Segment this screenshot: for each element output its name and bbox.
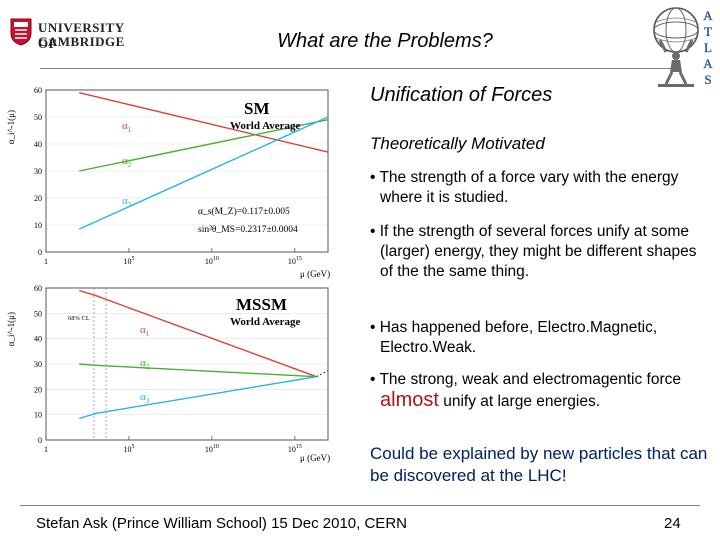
x-tick-label: 1010 [205,256,219,266]
slide-title: What are the Problems? [277,30,493,52]
y-tick-label: 10 [34,411,42,420]
university-logo: UNIVERSITY OF CAMBRIDGE [10,18,140,54]
chart-annotation: α_s(M_Z)=0.117±0.005 [198,206,290,217]
atlas-letter: T [704,24,712,39]
chart-title: SM [244,99,270,118]
chart-annotation: sin²θ_MS=0.2317±0.0004 [198,225,298,235]
x-tick-label: 1015 [288,256,302,266]
bullet-text: • The strong, weak and electromagentic f… [370,370,700,412]
series-label-alpha3: α3 [140,391,150,405]
y-tick-label: 40 [34,140,42,149]
x-tick-label: 1 [44,445,48,454]
logo-line-2: CAMBRIDGE [38,34,125,49]
y-tick-label: 20 [34,385,42,394]
y-tick-label: 0 [38,436,42,445]
bullet-text-start: • The strong, weak and electromagentic f… [370,371,681,388]
series-line-alpha1 [79,92,329,153]
y-tick-label: 20 [34,194,42,203]
bullet-text: • Has happened before, Electro.Magnetic,… [370,319,658,356]
chart-subtitle: World Average [230,120,300,132]
plot-frame [45,287,329,441]
bullet-text-end: unify at large energies. [438,393,601,410]
y-tick-label: 0 [38,248,42,257]
chart-annotation: 68% CL [68,315,90,322]
logo-line-1: UNIVERSITY OF [38,20,125,51]
y-tick-label: 30 [34,167,42,176]
atlas-letter: A [703,56,713,71]
series-line-alpha2 [79,363,317,378]
footer-divider [20,505,700,506]
header-divider [40,68,680,69]
series-line-alpha3 [78,116,329,230]
y-tick-label: 50 [34,309,42,318]
series-label-alpha2: α2 [122,155,132,169]
series-line-alpha2 [79,119,329,172]
page-number: 24 [664,515,681,532]
series-line-alpha3 [78,376,317,420]
atlas-letter: S [704,72,711,87]
sm-running-couplings-chart: 0 10 20 30 40 50 60 1 105 1010 1015 α_i^-1(μ) μ (… [6,86,330,279]
x-tick-label: 1015 [288,444,302,454]
series-label-alpha1: α1 [122,120,132,134]
series-label-alpha2: α2 [140,357,150,371]
atlas-figure-icon [653,7,699,87]
x-tick-label: 1010 [205,444,219,454]
section-heading: Unification of Forces [370,84,553,106]
bullet-text: • If the strength of several forces unif… [370,223,697,280]
series-line-alpha1 [78,289,317,378]
y-tick-label: 30 [34,360,42,369]
x-tick-label: 105 [123,256,134,266]
y-tick-label: 10 [34,221,42,230]
mssm-running-couplings-chart: 0 10 20 30 40 50 60 1 105 1010 1015 α_i^-1(μ) μ (… [6,284,330,463]
bullet-text: • The strength of a force vary with the … [370,169,679,206]
emphasis-text: almost [380,389,439,411]
bullet-item: • The strong, weak and electromagentic f… [370,370,700,412]
y-tick-label: 50 [34,113,42,122]
x-axis-label: μ (GeV) [300,453,330,463]
x-axis-label: μ (GeV) [300,269,330,279]
series-label-alpha1: α1 [140,324,150,338]
y-tick-label: 60 [34,284,42,293]
x-tick-label: 105 [123,444,134,454]
x-tick-label: 1 [44,257,48,266]
atlas-logo: A T L A S [653,7,713,87]
footer-text: Stefan Ask (Prince William School) 15 De… [36,515,407,532]
section-subheading: Theoretically Motivated [370,134,545,153]
conclusion-text: Could be explained by new particles that… [370,444,708,485]
y-axis-label: α_i^-1(μ) [6,110,16,144]
y-axis-label: α_i^-1(μ) [6,312,16,346]
atlas-letter: A [703,8,713,23]
bullet-item: • If the strength of several forces unif… [370,222,700,282]
plot-frame [45,89,329,253]
bullet-item: • The strength of a force vary with the … [370,168,700,208]
y-tick-label: 40 [34,335,42,344]
chart-title: MSSM [236,295,287,314]
series-label-alpha3: α3 [122,195,132,209]
bullet-item: • Has happened before, Electro.Magnetic,… [370,318,700,358]
y-tick-label: 60 [34,86,42,95]
atlas-letter: L [704,40,712,55]
shield-icon [10,18,32,46]
chart-subtitle: World Average [230,316,300,328]
extrapolation-line [316,370,329,378]
